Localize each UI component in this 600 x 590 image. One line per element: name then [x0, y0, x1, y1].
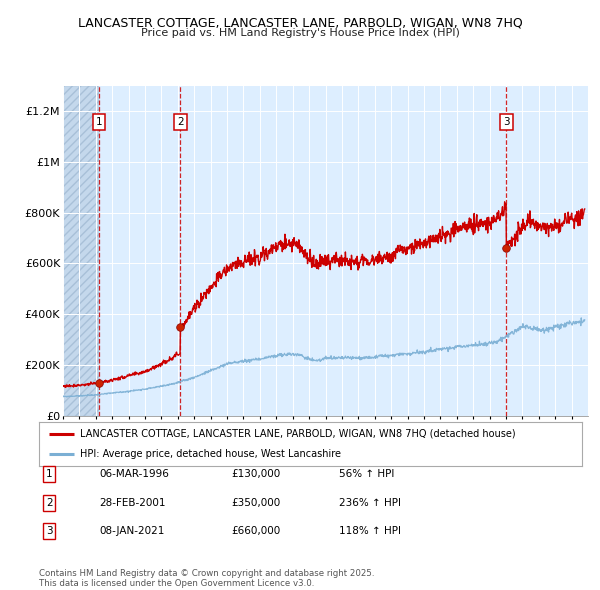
- Bar: [63, 86, 99, 416]
- Text: Contains HM Land Registry data © Crown copyright and database right 2025.
This d: Contains HM Land Registry data © Crown c…: [39, 569, 374, 588]
- Text: 2: 2: [177, 117, 184, 127]
- Text: £130,000: £130,000: [231, 469, 280, 478]
- Text: HPI: Average price, detached house, West Lancashire: HPI: Average price, detached house, West…: [80, 449, 341, 459]
- Text: 118% ↑ HPI: 118% ↑ HPI: [339, 526, 401, 536]
- Text: LANCASTER COTTAGE, LANCASTER LANE, PARBOLD, WIGAN, WN8 7HQ: LANCASTER COTTAGE, LANCASTER LANE, PARBO…: [77, 17, 523, 30]
- Text: 08-JAN-2021: 08-JAN-2021: [99, 526, 164, 536]
- Text: 3: 3: [46, 526, 53, 536]
- Text: 1: 1: [46, 469, 53, 478]
- Text: 56% ↑ HPI: 56% ↑ HPI: [339, 469, 394, 478]
- Text: LANCASTER COTTAGE, LANCASTER LANE, PARBOLD, WIGAN, WN8 7HQ (detached house): LANCASTER COTTAGE, LANCASTER LANE, PARBO…: [80, 429, 515, 439]
- Bar: [63, 86, 99, 416]
- Text: 2: 2: [46, 498, 53, 507]
- Text: 06-MAR-1996: 06-MAR-1996: [99, 469, 169, 478]
- Text: 3: 3: [503, 117, 509, 127]
- Text: £350,000: £350,000: [231, 498, 280, 507]
- Text: Price paid vs. HM Land Registry's House Price Index (HPI): Price paid vs. HM Land Registry's House …: [140, 28, 460, 38]
- Text: 1: 1: [95, 117, 102, 127]
- Text: 28-FEB-2001: 28-FEB-2001: [99, 498, 166, 507]
- Text: 236% ↑ HPI: 236% ↑ HPI: [339, 498, 401, 507]
- Text: £660,000: £660,000: [231, 526, 280, 536]
